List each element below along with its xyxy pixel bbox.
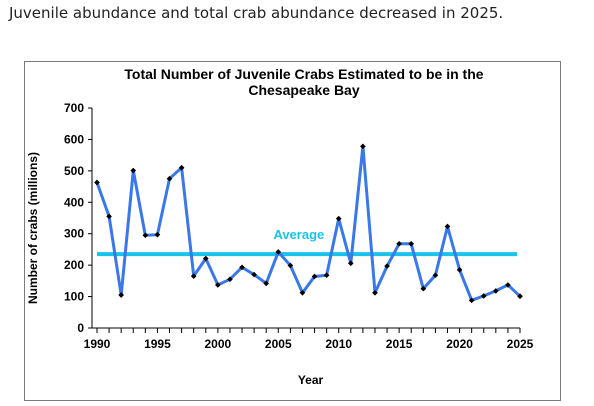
- data-point: [505, 282, 511, 288]
- data-point: [130, 167, 137, 174]
- data-point: [178, 164, 185, 171]
- y-tick-label: 0: [77, 321, 84, 335]
- data-point: [432, 272, 439, 279]
- data-point: [396, 240, 402, 247]
- data-point: [323, 272, 330, 279]
- data-point: [480, 293, 487, 299]
- data-point: [227, 276, 233, 283]
- x-tick-label: 2000: [205, 337, 232, 351]
- data-point: [408, 240, 415, 247]
- y-tick-label: 400: [64, 195, 84, 209]
- x-tick-label: 2025: [507, 337, 534, 351]
- data-point: [287, 262, 294, 269]
- chart-frame: Total Number of Juvenile Crabs Estimated…: [24, 61, 561, 401]
- y-tick-label: 300: [64, 227, 84, 241]
- data-point: [347, 260, 354, 267]
- x-tick-label: 2005: [265, 337, 292, 351]
- x-tick-label: 2020: [446, 337, 473, 351]
- data-point: [517, 293, 523, 300]
- x-tick-label: 2010: [325, 337, 352, 351]
- x-axis-label: Year: [298, 373, 324, 387]
- data-markers: [94, 143, 523, 304]
- data-point: [493, 288, 499, 294]
- data-point: [154, 231, 161, 238]
- data-point: [420, 285, 427, 292]
- data-point: [215, 282, 221, 288]
- data-point: [468, 297, 475, 304]
- x-tick-label: 2015: [386, 337, 413, 351]
- data-point: [360, 143, 366, 150]
- caption-text: Juvenile abundance and total crab abunda…: [9, 4, 504, 22]
- x-tick-label: 1995: [144, 337, 171, 351]
- data-point: [263, 280, 270, 287]
- data-point: [239, 264, 245, 271]
- y-tick-label: 700: [64, 101, 84, 115]
- data-point: [142, 232, 149, 239]
- data-point: [94, 179, 100, 186]
- data-point: [299, 289, 306, 296]
- data-point: [202, 255, 209, 262]
- chart-title-line1: Total Number of Juvenile Crabs Estimated…: [124, 66, 483, 82]
- chart-title-line2: Chesapeake Bay: [248, 82, 360, 98]
- data-point: [190, 273, 197, 279]
- x-ticks: 1990 1995 2000 2005 2010 2015 2020 2025: [84, 328, 534, 351]
- x-tick-label: 1990: [84, 337, 111, 351]
- y-tick-label: 100: [64, 290, 84, 304]
- y-axis-label: Number of crabs (millions): [26, 152, 40, 304]
- data-point: [372, 289, 378, 296]
- data-point: [444, 223, 451, 230]
- data-point: [335, 215, 342, 222]
- y-tick-label: 500: [64, 164, 84, 178]
- data-point: [384, 263, 390, 269]
- y-tick-label: 200: [64, 258, 84, 272]
- chart-svg: Total Number of Juvenile Crabs Estimated…: [26, 66, 534, 387]
- y-ticks: 0 100 200 300 400 500 600 700: [64, 101, 92, 335]
- data-point: [166, 175, 173, 182]
- y-tick-label: 600: [64, 132, 84, 146]
- data-point: [311, 273, 318, 280]
- data-point: [118, 292, 124, 298]
- series-line-juvenile-crabs: [95, 144, 522, 302]
- data-point: [275, 249, 282, 255]
- data-point: [251, 271, 257, 278]
- data-point: [456, 267, 463, 273]
- data-point: [106, 213, 112, 220]
- average-label: Average: [273, 227, 324, 242]
